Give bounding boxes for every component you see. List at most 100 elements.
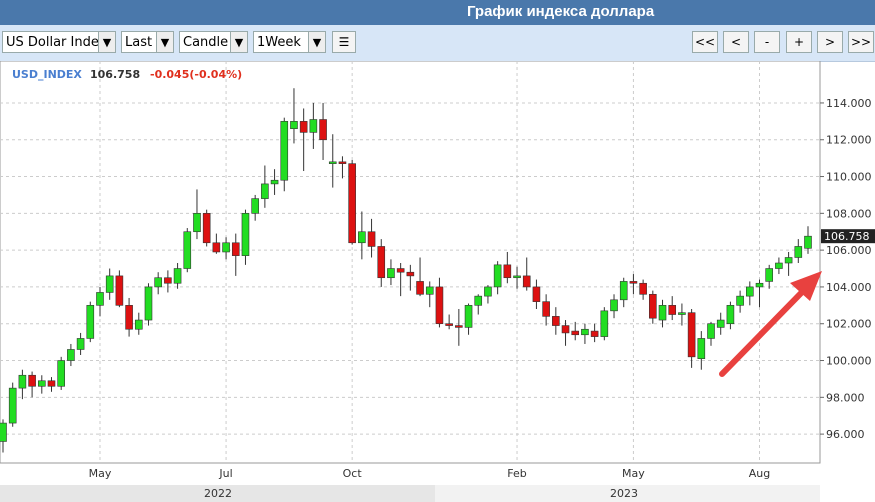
- price-select[interactable]: Last ▼: [121, 31, 174, 53]
- candle-body: [668, 305, 677, 315]
- zoom-in-button[interactable]: +: [786, 31, 812, 53]
- candle-body: [144, 286, 153, 321]
- y-tick-label: 112.000: [826, 134, 872, 147]
- zoom-out-button[interactable]: -: [754, 31, 780, 53]
- plot-area: [0, 61, 821, 464]
- candle-body: [270, 179, 279, 185]
- candle-body: [658, 305, 667, 321]
- candle-body: [67, 349, 75, 361]
- candle-body: [416, 281, 424, 295]
- candle-body: [76, 338, 85, 350]
- candle-body: [57, 360, 65, 387]
- candle-body: [794, 246, 803, 258]
- next-button[interactable]: >: [817, 31, 843, 53]
- candle-body: [707, 323, 715, 339]
- chart: 2022 2023 96.000 98.000 100.000 102.000 104.…: [0, 61, 875, 502]
- year-band: [435, 485, 820, 502]
- candle-body: [299, 121, 308, 133]
- type-text: Candle: [183, 35, 229, 50]
- year-band: [0, 485, 435, 502]
- candle-body: [396, 268, 405, 273]
- candle-body: [474, 295, 483, 306]
- candle-body: [755, 282, 764, 288]
- candle-body: [251, 198, 259, 214]
- annotation-arrow: [719, 271, 822, 377]
- candle-body: [513, 275, 521, 279]
- type-select[interactable]: Candle ▼: [179, 31, 248, 53]
- candle-body: [290, 121, 298, 130]
- candle-body: [532, 286, 541, 302]
- candle-body: [425, 286, 434, 295]
- candle-body: [134, 319, 143, 330]
- x-tick-label: Jul: [218, 467, 232, 480]
- candle-body: [212, 242, 221, 253]
- symbol-text: US Dollar Inde: [6, 35, 99, 50]
- candle-body: [280, 121, 289, 181]
- y-tick-label: 100.000: [826, 355, 872, 368]
- candle-body: [231, 242, 240, 256]
- candle-body: [552, 316, 560, 326]
- candle-body: [600, 310, 609, 337]
- candle-body: [464, 305, 473, 328]
- last-button[interactable]: >>: [848, 31, 874, 53]
- candle-body: [455, 325, 463, 328]
- period-select[interactable]: 1Week ▼: [253, 31, 326, 53]
- candle-body: [445, 323, 453, 326]
- candle-body: [37, 380, 46, 387]
- candle-body: [367, 231, 376, 247]
- first-button[interactable]: <<: [692, 31, 718, 53]
- y-tick-label: 108.000: [826, 207, 872, 220]
- legend-change: -0.045(-0.04%): [150, 68, 242, 81]
- candle-body: [0, 422, 7, 442]
- candle-body: [542, 301, 550, 317]
- y-tick-label: 102.000: [826, 318, 872, 331]
- x-tick-label: Feb: [507, 467, 526, 480]
- candle-body: [610, 299, 618, 312]
- year-label: 2022: [204, 487, 232, 500]
- candle-body: [202, 213, 211, 244]
- candle-body: [484, 286, 492, 297]
- candle-body: [775, 262, 783, 269]
- candle-body: [47, 380, 56, 387]
- candle-body: [649, 293, 657, 319]
- prev-button[interactable]: <: [723, 31, 749, 53]
- candle-body: [746, 286, 754, 297]
- period-text: 1Week: [257, 35, 301, 50]
- candle-body: [804, 235, 812, 249]
- candle-body: [96, 292, 104, 306]
- candle-body: [687, 312, 696, 358]
- candle-body: [493, 264, 502, 288]
- y-tick-label: 110.000: [826, 171, 872, 184]
- x-tick-label: May: [622, 467, 645, 480]
- candle-body: [222, 242, 230, 253]
- candle-body: [406, 271, 415, 277]
- candle-body: [571, 330, 580, 336]
- symbol-select[interactable]: US Dollar Inde ▼: [2, 31, 116, 53]
- x-tick-label: May: [89, 467, 112, 480]
- candle-body: [8, 387, 17, 424]
- candle-body: [387, 268, 395, 279]
- candle-body: [784, 257, 793, 264]
- candle-body: [716, 319, 725, 328]
- candle-body: [173, 268, 182, 284]
- table-button[interactable]: ☰: [332, 31, 356, 53]
- candle-body: [765, 268, 774, 282]
- page-title: График индекса доллара: [467, 3, 655, 20]
- candle-body: [125, 305, 133, 330]
- candle-body: [619, 281, 628, 301]
- candle-body: [241, 213, 250, 256]
- candle-body: [115, 275, 124, 306]
- x-tick-label: Aug: [749, 467, 770, 480]
- legend-symbol: USD_INDEX: [12, 68, 82, 81]
- candle-body: [319, 119, 327, 141]
- candle-body: [18, 374, 27, 389]
- candle-body: [736, 295, 744, 306]
- candle-body: [629, 281, 638, 284]
- candle-body: [164, 277, 172, 284]
- candle-body: [522, 275, 531, 288]
- candle-body: [154, 277, 162, 288]
- last-price-label: 106.758: [824, 230, 870, 243]
- candle-body: [261, 183, 269, 199]
- candle-body: [86, 305, 95, 339]
